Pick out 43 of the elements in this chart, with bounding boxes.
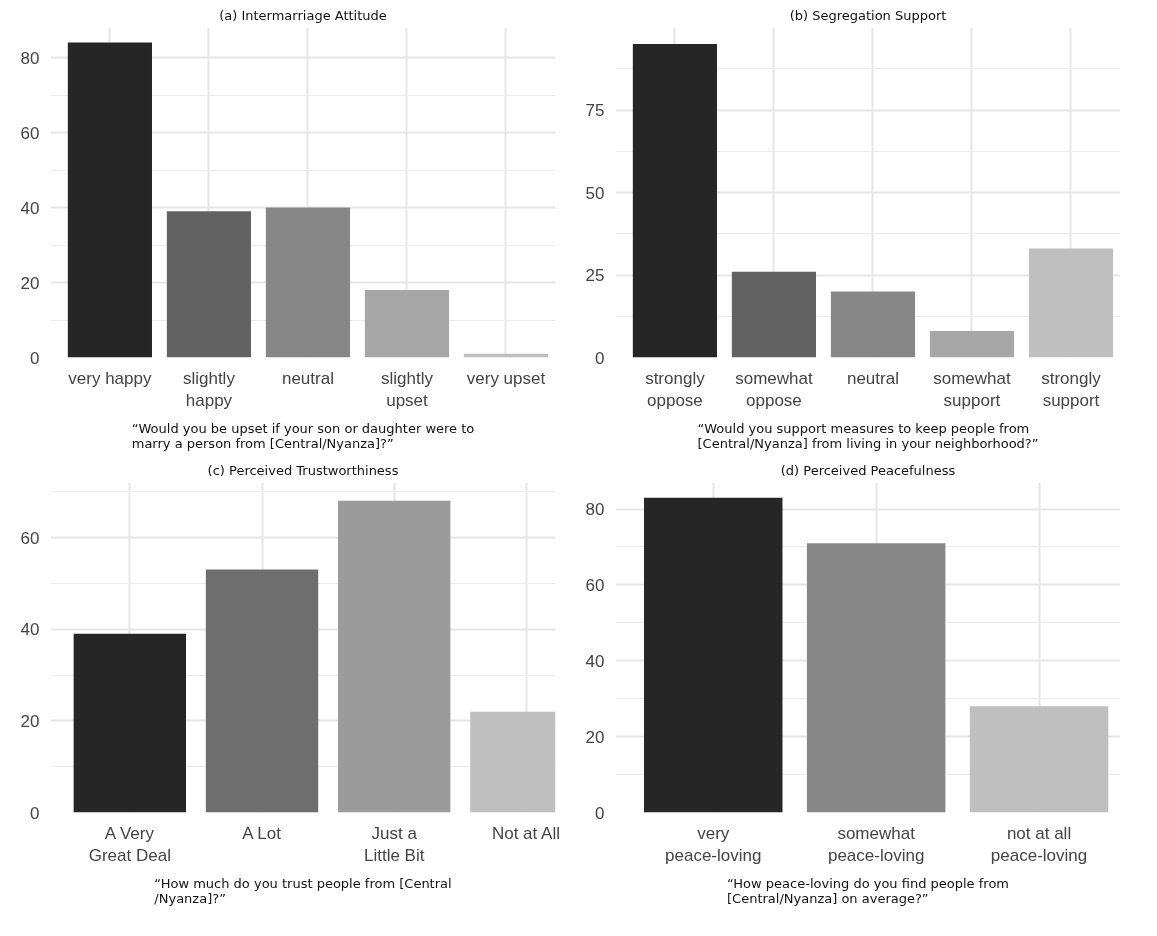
x-tick-label: very happy xyxy=(68,368,152,388)
y-tick-label: 80 xyxy=(585,500,605,520)
y-tick-label: 60 xyxy=(20,528,40,548)
x-tick-label: A Lot xyxy=(242,823,282,843)
chart-title: (d) Perceived Peacefulness xyxy=(780,462,956,478)
y-tick-label: 25 xyxy=(585,266,605,285)
y-tick-label: 0 xyxy=(595,803,605,823)
chart-title: (c) Perceived Trustworthiness xyxy=(207,462,399,478)
x-tick-label: somewhat support xyxy=(933,368,1011,411)
x-tick-label: neutral xyxy=(846,368,899,388)
x-tick-label: very upset xyxy=(466,368,546,388)
text: “Would you support measures to keep people from [Central/Nyanza] from living in your neighborhood?” xyxy=(697,420,1039,451)
y-tick-label: 60 xyxy=(585,575,605,595)
y-tick-label: 40 xyxy=(585,651,605,671)
y-tick-label: 80 xyxy=(20,48,40,68)
text: “How much do you trust people from [Central /Nyanza]?” xyxy=(154,875,452,906)
y-tick-label: 0 xyxy=(595,348,605,368)
x-tick-label: slightly happy xyxy=(182,368,236,411)
text: “How peace-loving do you find people from [Central/Nyanza] on average?” xyxy=(727,875,1009,906)
y-tick-label: 20 xyxy=(20,711,40,731)
y-tick-label: 40 xyxy=(20,198,40,218)
x-tick-label: neutral xyxy=(281,368,334,388)
chart-title: (a) Intermarriage Attitude xyxy=(219,7,387,23)
y-tick-label: 0 xyxy=(30,803,40,823)
x-tick-label: slightly upset xyxy=(380,368,434,411)
y-tick-label: 0 xyxy=(30,348,40,368)
x-tick-label: A Very Great Deal xyxy=(88,823,171,866)
x-tick-label: Not at All xyxy=(491,823,560,843)
x-tick-label: somewhat peace-loving xyxy=(827,823,925,866)
y-tick-label: 40 xyxy=(20,620,40,640)
y-tick-label: 60 xyxy=(20,123,40,143)
x-tick-label: not at all peace-loving xyxy=(990,823,1088,866)
x-tick-label: Just a Little Bit xyxy=(363,823,425,866)
x-tick-label: very peace-loving xyxy=(665,823,762,866)
y-tick-label: 50 xyxy=(585,183,605,203)
x-tick-label: strongly support xyxy=(1041,368,1102,411)
y-tick-label: 75 xyxy=(585,101,605,120)
y-tick-label: 20 xyxy=(585,727,605,747)
chart-title: (b) Segregation Support xyxy=(789,7,947,23)
y-tick-label: 20 xyxy=(20,273,40,293)
x-tick-label: strongly oppose xyxy=(645,368,706,411)
x-tick-label: somewhat oppose xyxy=(735,368,813,411)
text: “Would you be upset if your son or daughter were to marry a person from [Central/Nyanza]?” xyxy=(131,420,475,451)
